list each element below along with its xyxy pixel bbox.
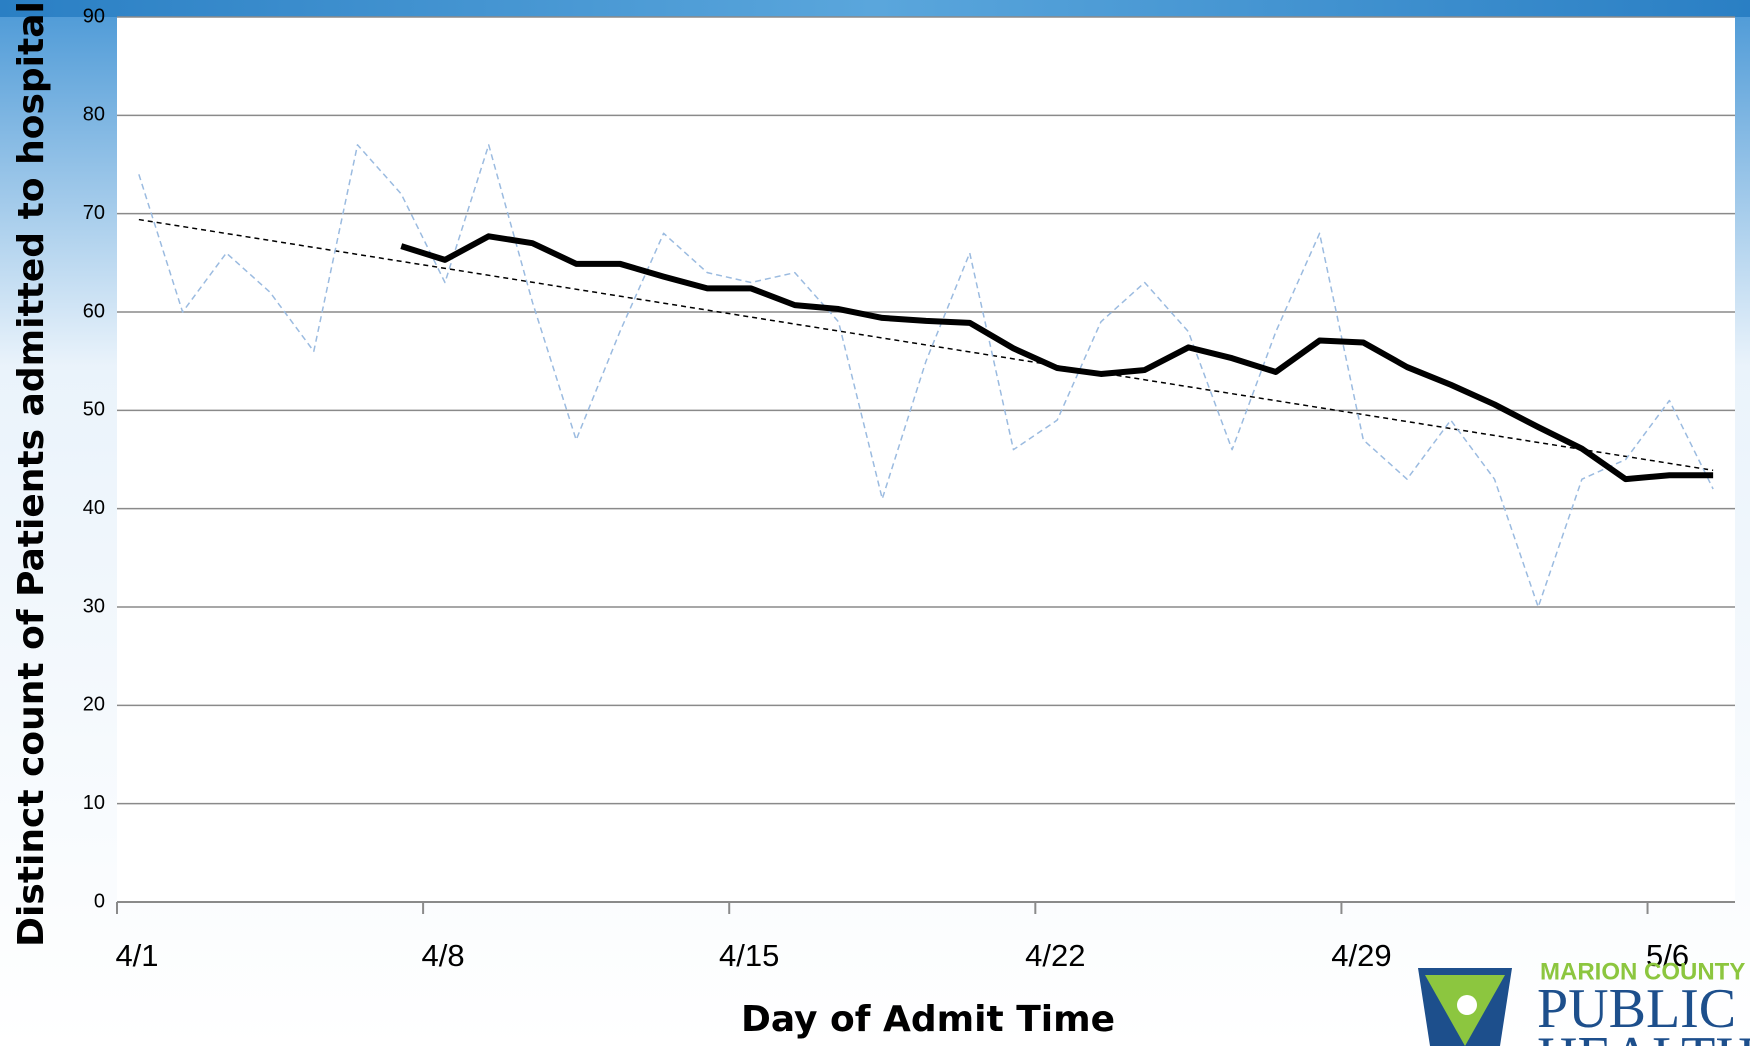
x-tick-label: 4/8 [422,938,465,973]
y-tick-label: 80 [83,104,105,126]
x-axis-title: Day of Admit Time [741,999,1115,1040]
x-tick-label: 5/6 [1646,938,1689,973]
x-tick-label: 4/15 [719,938,779,973]
x-tick-label: 4/22 [1025,938,1085,973]
y-tick-label: 50 [83,399,105,421]
y-tick-label: 70 [83,202,105,224]
data-line [138,144,1714,608]
trend-line [138,218,1714,472]
logo-text: MARION COUNTY [1540,958,1745,985]
y-tick-label: 10 [83,792,105,814]
y-axis-title: Distinct count of Patients admitted to h… [11,1,52,947]
y-tick-label: 40 [83,497,105,519]
y-tick-label: 20 [83,694,105,716]
x-tick-label: 4/1 [115,938,158,973]
x-tick-label: 4/29 [1331,938,1391,973]
y-tick-label: 90 [83,5,105,27]
y-tick-label: 60 [83,300,105,322]
plot-area [117,17,1735,902]
data-line [400,233,1714,483]
logo-figure [1457,995,1477,1015]
logo-text: PUBLIC [1537,978,1736,1040]
logo: MARION COUNTY PUBLIC HEALTH [1418,958,1750,1046]
logo-text: HEALTH [1537,1026,1750,1046]
header-band [0,0,1750,17]
y-tick-label: 0 [94,890,105,912]
y-tick-label: 30 [83,595,105,617]
